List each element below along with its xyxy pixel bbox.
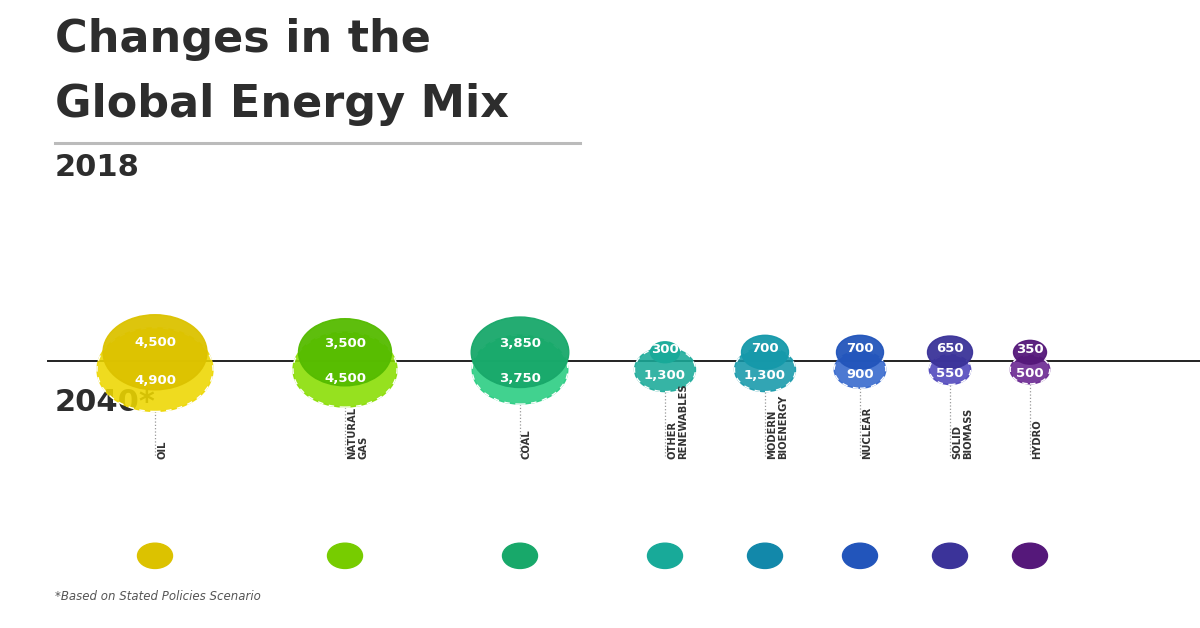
Text: 4,900: 4,900 xyxy=(134,374,176,387)
Circle shape xyxy=(1014,340,1046,364)
Text: 550: 550 xyxy=(936,367,964,380)
Text: Global Energy Mix: Global Energy Mix xyxy=(55,83,509,126)
Circle shape xyxy=(734,347,796,392)
Circle shape xyxy=(503,543,538,568)
Text: HYDRO: HYDRO xyxy=(1032,420,1042,459)
Text: 3,500: 3,500 xyxy=(324,337,366,350)
Text: NUCLEAR: NUCLEAR xyxy=(862,407,872,459)
Circle shape xyxy=(929,355,971,384)
Circle shape xyxy=(648,543,683,568)
Circle shape xyxy=(742,335,788,369)
Text: Changes in the: Changes in the xyxy=(55,18,431,61)
Circle shape xyxy=(472,317,569,387)
Circle shape xyxy=(932,543,967,568)
Circle shape xyxy=(293,332,397,407)
Circle shape xyxy=(635,347,696,392)
Text: 1,300: 1,300 xyxy=(644,369,686,382)
Text: 700: 700 xyxy=(751,342,779,355)
Text: 300: 300 xyxy=(652,343,679,356)
Text: 3,750: 3,750 xyxy=(499,372,541,385)
Text: 1,300: 1,300 xyxy=(744,369,786,382)
Circle shape xyxy=(650,342,679,363)
Circle shape xyxy=(299,318,391,386)
Text: 2040*: 2040* xyxy=(55,388,156,418)
Text: NATURAL
GAS: NATURAL GAS xyxy=(347,407,368,459)
Text: 3,850: 3,850 xyxy=(499,337,541,350)
Text: 4,500: 4,500 xyxy=(324,372,366,386)
Text: OIL: OIL xyxy=(157,441,167,459)
Circle shape xyxy=(97,328,214,411)
Circle shape xyxy=(836,335,883,369)
Text: COAL: COAL xyxy=(522,430,532,459)
Circle shape xyxy=(138,543,173,568)
Text: 2018: 2018 xyxy=(55,153,140,182)
Circle shape xyxy=(834,351,886,388)
Text: 4,500: 4,500 xyxy=(134,337,176,349)
Text: SOLID
BIOMASS: SOLID BIOMASS xyxy=(952,408,973,459)
Text: MODERN
BIOENERGY: MODERN BIOENERGY xyxy=(767,395,788,459)
Text: OTHER
RENEWABLES: OTHER RENEWABLES xyxy=(667,384,689,459)
Circle shape xyxy=(328,543,362,568)
Circle shape xyxy=(1010,355,1050,384)
Circle shape xyxy=(1013,543,1048,568)
Circle shape xyxy=(842,543,877,568)
Circle shape xyxy=(748,543,782,568)
Text: *Based on Stated Policies Scenario: *Based on Stated Policies Scenario xyxy=(55,590,260,603)
Text: 650: 650 xyxy=(936,342,964,355)
Circle shape xyxy=(473,335,568,404)
Circle shape xyxy=(928,336,972,369)
Text: 350: 350 xyxy=(1016,343,1044,356)
Text: 500: 500 xyxy=(1016,367,1044,380)
Circle shape xyxy=(103,315,208,390)
Text: 900: 900 xyxy=(846,368,874,381)
Text: 700: 700 xyxy=(846,342,874,355)
